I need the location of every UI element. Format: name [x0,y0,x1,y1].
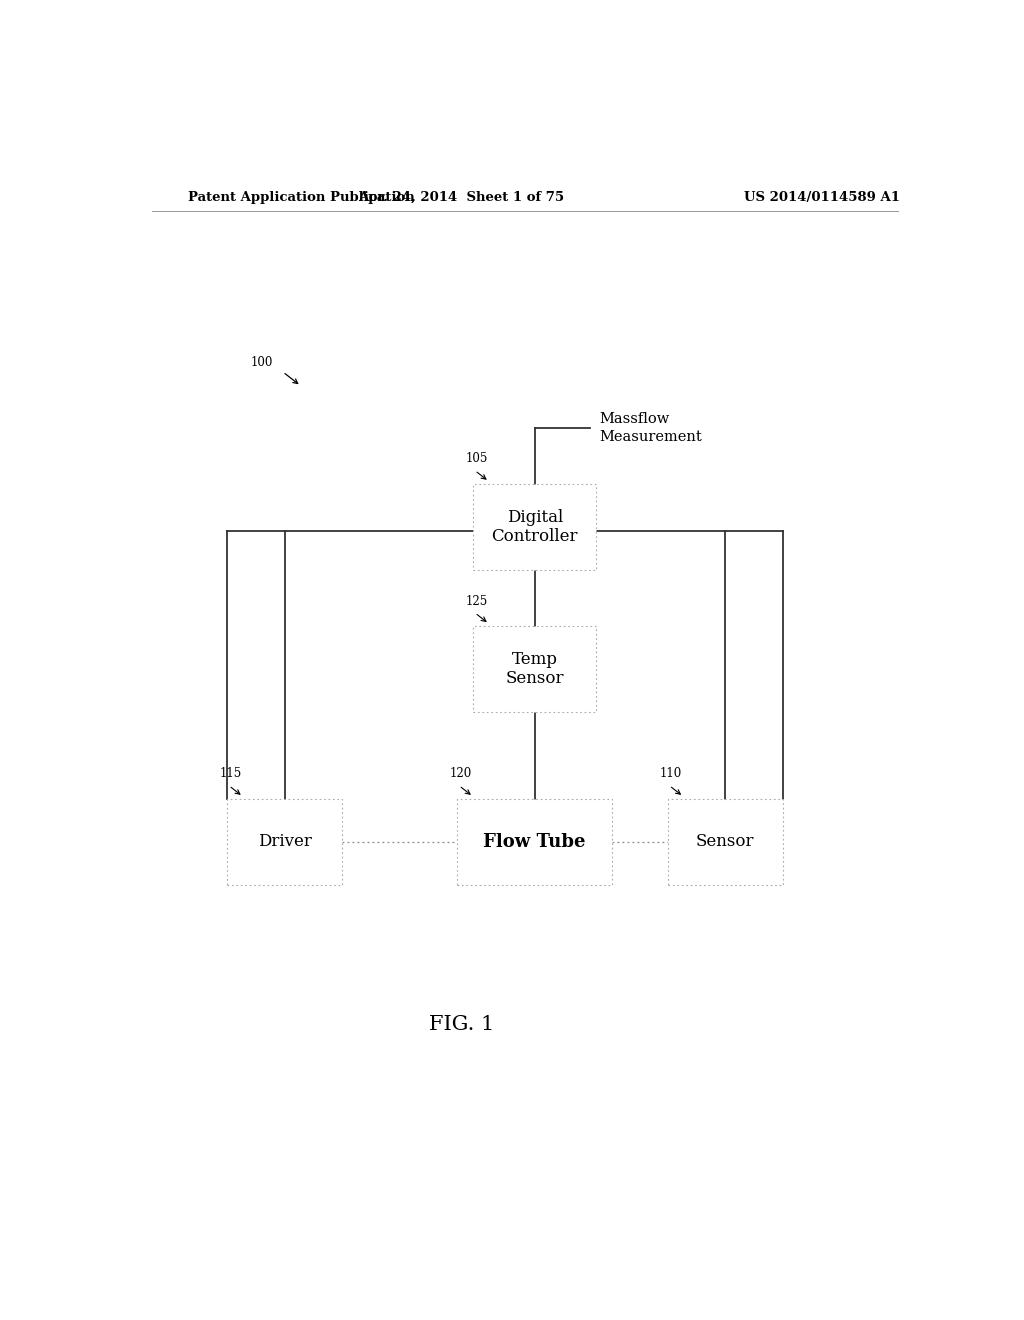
Text: Sensor: Sensor [696,833,755,850]
Bar [227,799,342,886]
Text: US 2014/0114589 A1: US 2014/0114589 A1 [744,190,900,203]
Text: Patent Application Publication: Patent Application Publication [187,190,415,203]
Text: Massflow
Measurement: Massflow Measurement [600,412,702,444]
Text: Temp
Sensor: Temp Sensor [506,651,564,688]
Text: 105: 105 [465,453,487,466]
Text: FIG. 1: FIG. 1 [429,1015,494,1034]
Bar [473,483,596,570]
Text: 115: 115 [219,767,242,780]
Text: Driver: Driver [258,833,311,850]
Bar [458,799,612,886]
Text: 110: 110 [659,767,682,780]
Text: Apr. 24, 2014  Sheet 1 of 75: Apr. 24, 2014 Sheet 1 of 75 [358,190,564,203]
Text: 120: 120 [450,767,472,780]
Bar [473,626,596,713]
Text: 100: 100 [251,356,273,368]
Text: Flow Tube: Flow Tube [483,833,586,851]
Bar [668,799,782,886]
Text: Digital
Controller: Digital Controller [492,508,578,545]
Text: 125: 125 [465,594,487,607]
